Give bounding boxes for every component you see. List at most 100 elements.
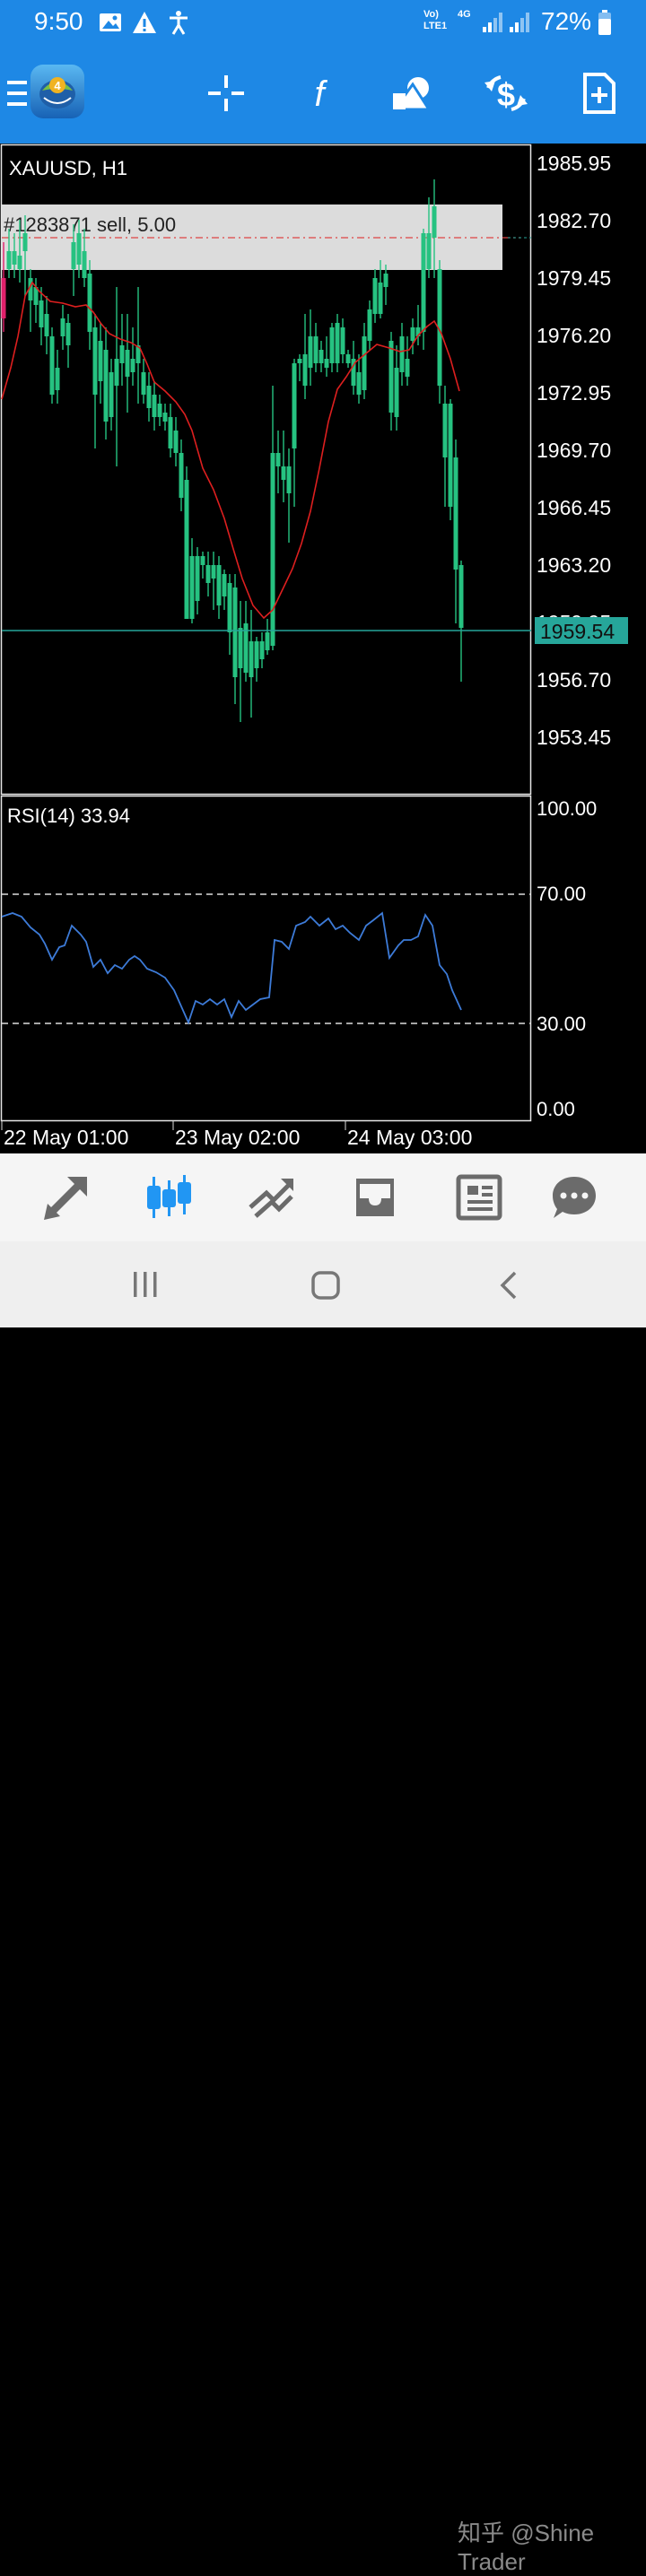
rsi-label: RSI(14) 33.94 bbox=[7, 805, 130, 827]
quotes-icon bbox=[44, 1177, 87, 1220]
candle-body bbox=[351, 359, 356, 386]
candle-body bbox=[12, 251, 17, 265]
gallery-icon bbox=[100, 13, 121, 31]
current-price-label: 1959.54 bbox=[540, 620, 615, 643]
mt4-logo-button[interactable]: 4 bbox=[29, 63, 86, 120]
price-tick-label: 1985.95 bbox=[537, 152, 611, 175]
candle-body bbox=[114, 359, 119, 386]
candle-body bbox=[362, 336, 367, 390]
nav-news[interactable] bbox=[443, 1166, 515, 1229]
candle-body bbox=[340, 327, 345, 354]
candle-body bbox=[76, 233, 82, 265]
candle-body bbox=[243, 623, 249, 673]
chart-toolbar: 4 f $ bbox=[0, 47, 646, 144]
candle-body bbox=[372, 278, 378, 314]
candle-body bbox=[157, 404, 162, 417]
menu-button[interactable] bbox=[0, 65, 38, 122]
candle-body bbox=[44, 314, 49, 336]
nav-history[interactable] bbox=[339, 1166, 411, 1229]
current-price-badge bbox=[535, 617, 628, 644]
candle-body bbox=[109, 372, 114, 417]
candle-body bbox=[399, 336, 405, 372]
recent-apps-icon[interactable] bbox=[131, 1270, 160, 1299]
candle-body bbox=[103, 350, 109, 422]
chart-canvas[interactable]: #1283871 sell, 5.00 XAUUSD, H1 1985.9519… bbox=[0, 144, 646, 1153]
warning-icon bbox=[133, 12, 156, 33]
candle-body bbox=[195, 556, 200, 601]
candle-body bbox=[356, 372, 362, 395]
candle-body bbox=[335, 323, 340, 363]
candle-body bbox=[211, 565, 216, 579]
candle-body bbox=[168, 417, 173, 448]
order-label: #1283871 sell, 5.00 bbox=[4, 213, 176, 236]
objects-icon bbox=[392, 77, 432, 111]
candle-body bbox=[313, 336, 319, 363]
timeframe-button[interactable]: $ bbox=[477, 65, 535, 122]
candle-body bbox=[254, 641, 259, 668]
nav-chart[interactable] bbox=[133, 1166, 205, 1229]
network-volte: Vo) LTE1 bbox=[423, 9, 448, 31]
moving-average-line bbox=[1, 281, 460, 620]
candle-body bbox=[432, 206, 437, 238]
candle-body bbox=[162, 413, 168, 422]
status-time: 9:50 bbox=[34, 7, 83, 35]
time-label: 24 May 03:00 bbox=[347, 1126, 472, 1149]
candle-body bbox=[437, 269, 442, 386]
status-bar: 9:50 Vo) LTE1 4G 72% bbox=[0, 0, 646, 47]
candle-body bbox=[17, 256, 22, 269]
history-icon bbox=[356, 1179, 394, 1216]
battery-percentage: 72% bbox=[541, 7, 592, 35]
candle-body bbox=[49, 336, 55, 395]
candle-body bbox=[297, 359, 302, 363]
candle-body bbox=[442, 404, 448, 457]
candle-body bbox=[200, 556, 205, 565]
price-tick-label: 1963.20 bbox=[537, 553, 611, 577]
new-order-button[interactable] bbox=[571, 65, 628, 122]
svg-text:f: f bbox=[314, 74, 327, 114]
candle-body bbox=[421, 233, 426, 332]
candle-body bbox=[184, 480, 189, 619]
candle-body bbox=[270, 453, 275, 646]
candle-body bbox=[71, 242, 76, 269]
candle-body bbox=[249, 641, 254, 677]
candle-body bbox=[39, 300, 44, 327]
candle-body bbox=[92, 327, 98, 395]
objects-button[interactable] bbox=[384, 65, 441, 122]
watermark-text: 知乎 @Shine Trader bbox=[458, 2519, 595, 2575]
candle-body bbox=[65, 323, 71, 345]
nav-quotes[interactable] bbox=[31, 1166, 102, 1229]
chart-icon bbox=[147, 1175, 191, 1218]
crosshair-button[interactable] bbox=[197, 65, 255, 122]
rsi-tick-label: 0.00 bbox=[537, 1098, 575, 1120]
candle-body bbox=[135, 345, 141, 363]
candle-body bbox=[125, 350, 130, 377]
network-type: 4G bbox=[458, 9, 471, 20]
candle-body bbox=[98, 341, 103, 381]
candle-body bbox=[205, 565, 211, 583]
price-axis: 1985.95 1982.70 1979.45 1976.20 1972.95 1969.… bbox=[537, 152, 611, 749]
candle-body bbox=[458, 565, 464, 628]
candle-body bbox=[238, 628, 243, 668]
nav-trade[interactable] bbox=[235, 1166, 307, 1229]
candle-body bbox=[394, 368, 399, 417]
price-tick-label: 1956.70 bbox=[537, 668, 611, 692]
indicators-icon: f bbox=[314, 74, 327, 114]
candle-body bbox=[82, 251, 87, 278]
home-icon[interactable] bbox=[310, 1270, 341, 1301]
rsi-frame bbox=[0, 795, 532, 1122]
back-icon[interactable] bbox=[495, 1270, 522, 1301]
bottom-navigation bbox=[0, 1153, 646, 1241]
news-icon bbox=[456, 1174, 502, 1221]
nav-chat[interactable] bbox=[538, 1166, 610, 1229]
candle-body bbox=[6, 251, 12, 269]
new-order-icon bbox=[583, 73, 615, 114]
candle-body bbox=[216, 565, 222, 605]
candle-body bbox=[302, 354, 308, 386]
candle-body bbox=[189, 556, 195, 619]
candle-body bbox=[308, 336, 313, 368]
indicators-button[interactable]: f bbox=[291, 65, 348, 122]
chart-area[interactable]: #1283871 sell, 5.00 XAUUSD, H1 1985.95 19… bbox=[0, 144, 646, 1153]
rsi-tick-label: 30.00 bbox=[537, 1013, 586, 1035]
candle-body bbox=[130, 359, 135, 372]
timeframe-icon: $ bbox=[484, 75, 528, 113]
